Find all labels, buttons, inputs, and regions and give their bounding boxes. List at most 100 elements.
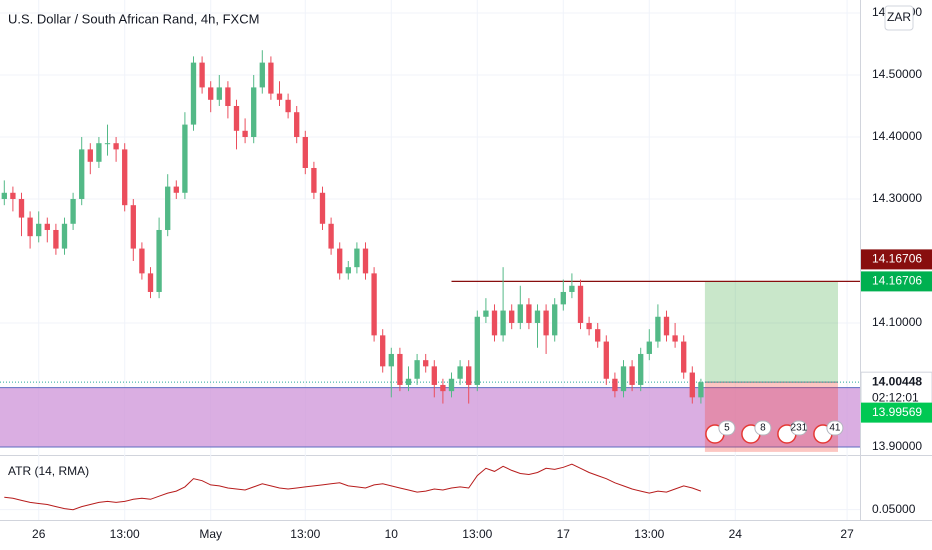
position-target [704, 281, 838, 383]
event-badge [718, 420, 736, 436]
candle-body [130, 205, 136, 249]
last-price-tag [860, 371, 932, 409]
candle-body [586, 322, 592, 330]
candle-body [70, 198, 76, 224]
candle-body [259, 62, 265, 88]
last-price-label: 14.00448 [872, 374, 922, 388]
y-tick-label: 14.40000 [872, 129, 922, 143]
candle-body [509, 310, 515, 323]
candle-body [526, 304, 532, 323]
x-tick-label: 27 [840, 527, 854, 541]
candle-body [302, 136, 308, 168]
candle-body [208, 87, 214, 100]
y-tick-label: 14.10000 [872, 315, 922, 329]
candle-body [173, 186, 179, 193]
x-tick-label: May [199, 527, 222, 541]
candle-body [629, 366, 635, 385]
candle-body [620, 366, 627, 392]
candle-body [448, 378, 455, 392]
candle-body [405, 378, 412, 385]
candle-body [18, 198, 25, 218]
candle-body [500, 310, 506, 336]
candle-body [672, 335, 678, 342]
x-tick-label: 10 [385, 527, 399, 541]
event-badge [790, 420, 808, 436]
candle-body [440, 384, 446, 392]
candle-body [113, 143, 119, 150]
candle-body [27, 217, 33, 237]
price-tag-label: 14.16706 [872, 274, 922, 288]
candle-body [414, 360, 420, 379]
x-tick-label: 24 [729, 527, 743, 541]
atr-line [4, 463, 702, 511]
event-count: 41 [829, 423, 841, 434]
indicator-name: ATR (14, RMA) [8, 464, 89, 478]
countdown-label: 02:12:01 [872, 390, 919, 404]
candle-body [466, 366, 472, 385]
candle-body [294, 112, 300, 137]
price-tag-label: 14.16706 [872, 252, 922, 266]
candle-body [165, 186, 171, 230]
x-tick-label: 13:00 [290, 527, 320, 541]
event-badge [826, 420, 844, 436]
candle-body [663, 316, 670, 336]
candle-body [10, 192, 16, 199]
candle-body [655, 316, 661, 342]
candle-body [638, 353, 644, 385]
y-tick-label: 14.30000 [872, 191, 922, 205]
candle-body [397, 353, 403, 385]
candle-body [122, 149, 128, 206]
y-tick-label: 0.05000 [872, 502, 916, 516]
x-tick-label: 13:00 [634, 527, 664, 541]
candle-body [36, 223, 42, 237]
candle-body [595, 329, 601, 342]
candle-body [337, 248, 343, 274]
event-badge [754, 420, 772, 436]
candle-body [603, 341, 609, 379]
currency-button[interactable] [884, 5, 914, 31]
candle-body [87, 149, 93, 162]
event-count: 231 [791, 423, 808, 434]
candle-body [328, 223, 334, 249]
candle-body [96, 143, 102, 162]
zone-tag [861, 402, 932, 423]
price-tag [861, 249, 932, 270]
candle-body [552, 304, 558, 336]
candle-body [61, 223, 68, 249]
y-tick-label: 14.50000 [872, 67, 922, 81]
x-tick-label: 13:00 [110, 527, 140, 541]
x-tick-label: 26 [32, 527, 46, 541]
candle-body [225, 87, 231, 107]
candle-body [689, 372, 695, 398]
candle-body [251, 87, 257, 137]
event-count: 8 [760, 423, 766, 434]
currency-label: ZAR [887, 10, 911, 24]
x-tick-label: 17 [557, 527, 571, 541]
candle-body [104, 143, 111, 145]
candle-body [698, 382, 704, 398]
y-tick-label: 13.90000 [872, 439, 922, 453]
x-tick-label: 13:00 [462, 527, 492, 541]
candle-body [491, 310, 498, 336]
candle-body [560, 291, 566, 305]
candle-body [276, 93, 283, 100]
price-tag [861, 271, 932, 292]
candle-body [79, 149, 85, 199]
candle-body [199, 62, 205, 88]
candle-body [182, 124, 188, 193]
candle-body [612, 378, 618, 392]
candle-body [457, 366, 463, 379]
candle-body [44, 223, 50, 230]
candle-body [319, 192, 326, 224]
candle-body [53, 229, 59, 249]
candle-body [517, 304, 523, 323]
candle-body [646, 341, 652, 354]
candle-body [190, 62, 197, 125]
candle-body [285, 99, 291, 113]
candle-body [345, 267, 351, 274]
candle-body [543, 310, 549, 336]
candle-body [354, 248, 360, 268]
candle-body [147, 273, 154, 292]
